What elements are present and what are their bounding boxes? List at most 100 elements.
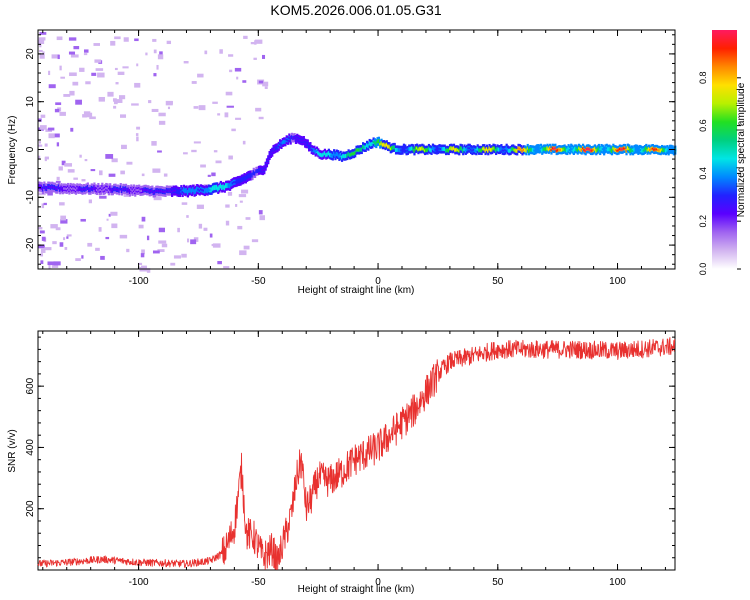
spectrogram-cell <box>38 141 42 144</box>
y-tick-label: 400 <box>25 439 36 456</box>
spectrogram-cell <box>259 168 262 172</box>
spectrogram-cell <box>51 54 60 59</box>
spectrogram-cell <box>331 155 334 158</box>
spectrogram-cell <box>236 76 239 80</box>
spectrogram-cell <box>113 187 116 191</box>
spectrogram-cell <box>100 255 105 260</box>
spectrogram-cell <box>376 140 379 143</box>
spectrogram-cell <box>58 166 63 171</box>
spectrogram-cell <box>239 179 242 182</box>
spectrogram-cell <box>587 147 590 150</box>
spectrogram-cell <box>193 106 199 109</box>
spectrogram-cell <box>475 149 478 152</box>
spectrogram-cell <box>277 145 280 148</box>
snr-y-label: SNR (v/v) <box>7 429 18 472</box>
spectrogram-cell <box>118 189 121 192</box>
spectrogram-cell <box>64 187 67 190</box>
spectrogram-cell <box>662 149 665 152</box>
spectrogram-cell <box>531 148 535 152</box>
spectrogram-cell <box>165 100 173 106</box>
spectrogram-cell <box>215 160 222 164</box>
spectrogram-cell <box>191 149 197 153</box>
spectrogram-cell <box>637 149 640 152</box>
spectrogram-cell <box>621 148 624 151</box>
spectrogram-cell <box>560 148 564 152</box>
spectrogram-cell <box>484 149 487 152</box>
spectrogram-cell <box>272 148 275 151</box>
spectrogram-cell <box>188 189 191 192</box>
snr-panel: -100 -50 0 50 100 200 400 600 Height of straig… <box>7 330 676 595</box>
spectrogram-cell <box>626 147 629 150</box>
colorbar: 0.0 0.2 0.4 0.6 0.8 Normalized spectral ampl… <box>698 30 747 275</box>
spectrogram-cell <box>109 187 112 190</box>
spectrogram-cell <box>441 148 444 151</box>
spectrogram-cell <box>159 51 163 56</box>
spectrogram-cell <box>581 147 585 150</box>
spectrogram-cell <box>158 240 167 244</box>
spectrogram-cell <box>276 146 279 149</box>
spectrogram-cell <box>169 189 172 192</box>
spectrogram-cell <box>43 202 47 206</box>
spectrogram-cell <box>256 169 259 173</box>
spectrogram-cell <box>243 177 246 180</box>
spectrogram-cell <box>402 147 406 150</box>
spectrogram-cell <box>82 114 87 118</box>
spectrogram-cell <box>543 147 546 151</box>
spectrogram-cell <box>217 187 220 191</box>
x-tick-label: 50 <box>492 577 504 588</box>
spectrogram-cell <box>45 187 49 190</box>
spectrogram-cell <box>248 174 251 177</box>
spectrogram-cell <box>87 242 93 247</box>
spectrogram-cell <box>659 149 662 152</box>
spectrogram-cell <box>238 179 241 183</box>
spectrogram-cell <box>65 187 68 191</box>
spectrogram-cell <box>575 147 578 151</box>
spectrogram-cell <box>437 148 440 151</box>
spectrogram-cell <box>310 148 313 151</box>
spectrogram-cell <box>143 188 146 192</box>
spectrogram-cell <box>59 111 66 116</box>
spectrogram-cell <box>164 190 167 194</box>
spectrogram-cell <box>119 187 122 190</box>
spectrogram-cell <box>47 190 53 196</box>
spectrogram-cell <box>72 187 75 190</box>
spectrogram-cell <box>148 100 152 104</box>
x-tick-label: 0 <box>375 276 381 287</box>
spectrogram-cell <box>489 148 492 152</box>
spectrogram-cell <box>213 150 218 153</box>
spectrogram-cell <box>383 143 386 146</box>
spectrogram-cell <box>105 236 110 240</box>
spectrogram-cell <box>396 148 399 152</box>
spectrogram-cell <box>147 189 150 192</box>
spectrogram-cell <box>364 146 367 149</box>
spectrogram-x-label: Height of straight line (km) <box>298 285 415 296</box>
y-tick-label: 20 <box>25 48 36 60</box>
spectrogram-cell <box>227 184 230 187</box>
spectrogram-cell <box>467 147 470 150</box>
spectrogram-cell <box>101 186 104 189</box>
spectrogram-cell <box>122 187 125 190</box>
spectrogram-cell <box>158 112 166 117</box>
spectrogram-cell <box>102 188 105 192</box>
spectrogram-cell <box>664 149 668 152</box>
spectrogram-cell <box>44 157 47 162</box>
spectrogram-cell <box>593 147 597 151</box>
spectrogram-cell <box>134 190 137 193</box>
spectrogram-cell <box>306 142 309 146</box>
spectrogram-cell <box>120 189 124 192</box>
spectrogram-cell <box>72 81 79 86</box>
spectrogram-cell <box>153 49 157 54</box>
spectrogram-cell <box>339 154 342 157</box>
spectrogram-cell <box>239 200 243 203</box>
spectrogram-cell <box>39 32 47 35</box>
spectrogram-cell <box>579 148 582 151</box>
spectrogram-cell <box>334 154 337 157</box>
spectrogram-cell <box>431 147 435 150</box>
spectrogram-cell <box>243 35 248 39</box>
spectrogram-cell <box>229 69 233 73</box>
spectrogram-cell <box>86 112 93 118</box>
spectrogram-cell <box>305 142 308 145</box>
spectrogram-cell <box>234 67 242 72</box>
spectrogram-cell <box>269 152 273 155</box>
